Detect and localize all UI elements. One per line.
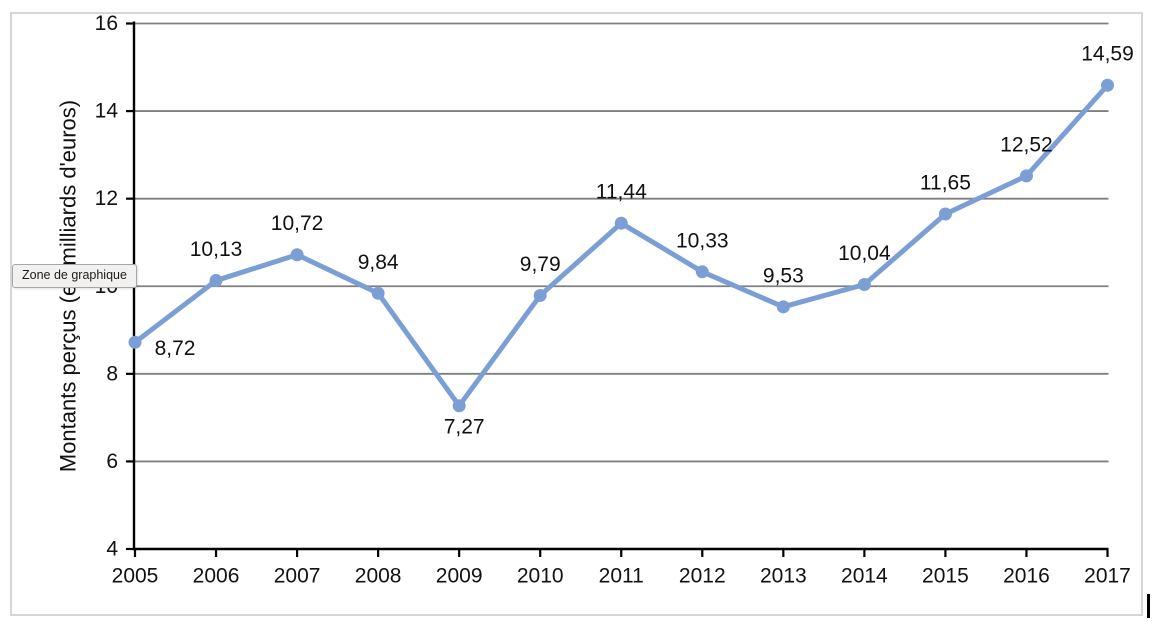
data-point-marker <box>290 248 304 262</box>
tick-labels: 4681012141620052006200720082009201020112… <box>95 12 1131 588</box>
data-label: 10,33 <box>676 229 729 252</box>
y-tick-label: 6 <box>106 450 118 473</box>
data-label: 9,79 <box>520 253 561 276</box>
y-tick-label: 16 <box>95 12 118 35</box>
y-tick-label: 14 <box>95 100 119 123</box>
x-tick-label: 2017 <box>1084 565 1131 588</box>
data-label: 14,59 <box>1081 43 1134 66</box>
x-tick-label: 2014 <box>841 565 888 588</box>
data-point-marker <box>452 399 466 413</box>
data-point-marker <box>938 207 952 221</box>
y-tick-label: 8 <box>106 362 118 385</box>
data-point-marker <box>209 274 223 288</box>
x-tick-label: 2007 <box>274 565 321 588</box>
x-tick-label: 2013 <box>760 565 807 588</box>
data-point-marker <box>128 335 142 349</box>
data-point-marker <box>371 286 385 300</box>
x-tick-label: 2012 <box>679 565 726 588</box>
data-point-marker <box>1101 78 1114 92</box>
text-cursor-artifact <box>1147 594 1150 618</box>
x-tick-label: 2016 <box>1003 565 1050 588</box>
axes <box>126 21 1109 557</box>
y-tick-label: 12 <box>95 187 118 210</box>
data-label: 10,13 <box>190 238 243 261</box>
x-tick-label: 2005 <box>112 565 159 588</box>
series-line <box>132 82 1110 409</box>
data-label: 11,44 <box>596 181 647 204</box>
gridlines <box>134 22 1109 463</box>
data-point-marker <box>695 265 709 279</box>
x-tick-label: 2010 <box>517 565 564 588</box>
data-label: 10,04 <box>838 242 891 265</box>
data-label: 12,52 <box>1000 133 1053 156</box>
x-tick-label: 2006 <box>193 565 240 588</box>
data-label: 11,65 <box>920 171 971 194</box>
chart-area-tooltip: Zone de graphique <box>12 264 137 288</box>
x-tick-label: 2008 <box>355 565 402 588</box>
data-label: 7,27 <box>444 415 485 438</box>
data-series <box>128 78 1114 413</box>
data-labels: 8,72 10,13 10,72 9,84 7,27 9,79 11,44 10,33 9,53… <box>155 43 1134 439</box>
data-point-marker <box>857 277 871 291</box>
x-tick-label: 2009 <box>436 565 483 588</box>
chart-area[interactable] <box>10 12 1143 616</box>
data-point-marker <box>1019 169 1033 183</box>
data-label: 9,84 <box>358 251 399 274</box>
data-label: 9,53 <box>763 264 804 287</box>
data-label: 8,72 <box>155 337 196 360</box>
data-point-marker <box>614 216 628 230</box>
x-tick-label: 2015 <box>922 565 969 588</box>
x-tick-label: 2011 <box>599 565 644 588</box>
y-tick-label: 4 <box>106 538 118 561</box>
data-point-marker <box>776 300 790 314</box>
data-label: 10,72 <box>271 212 324 235</box>
data-point-marker <box>533 288 547 302</box>
